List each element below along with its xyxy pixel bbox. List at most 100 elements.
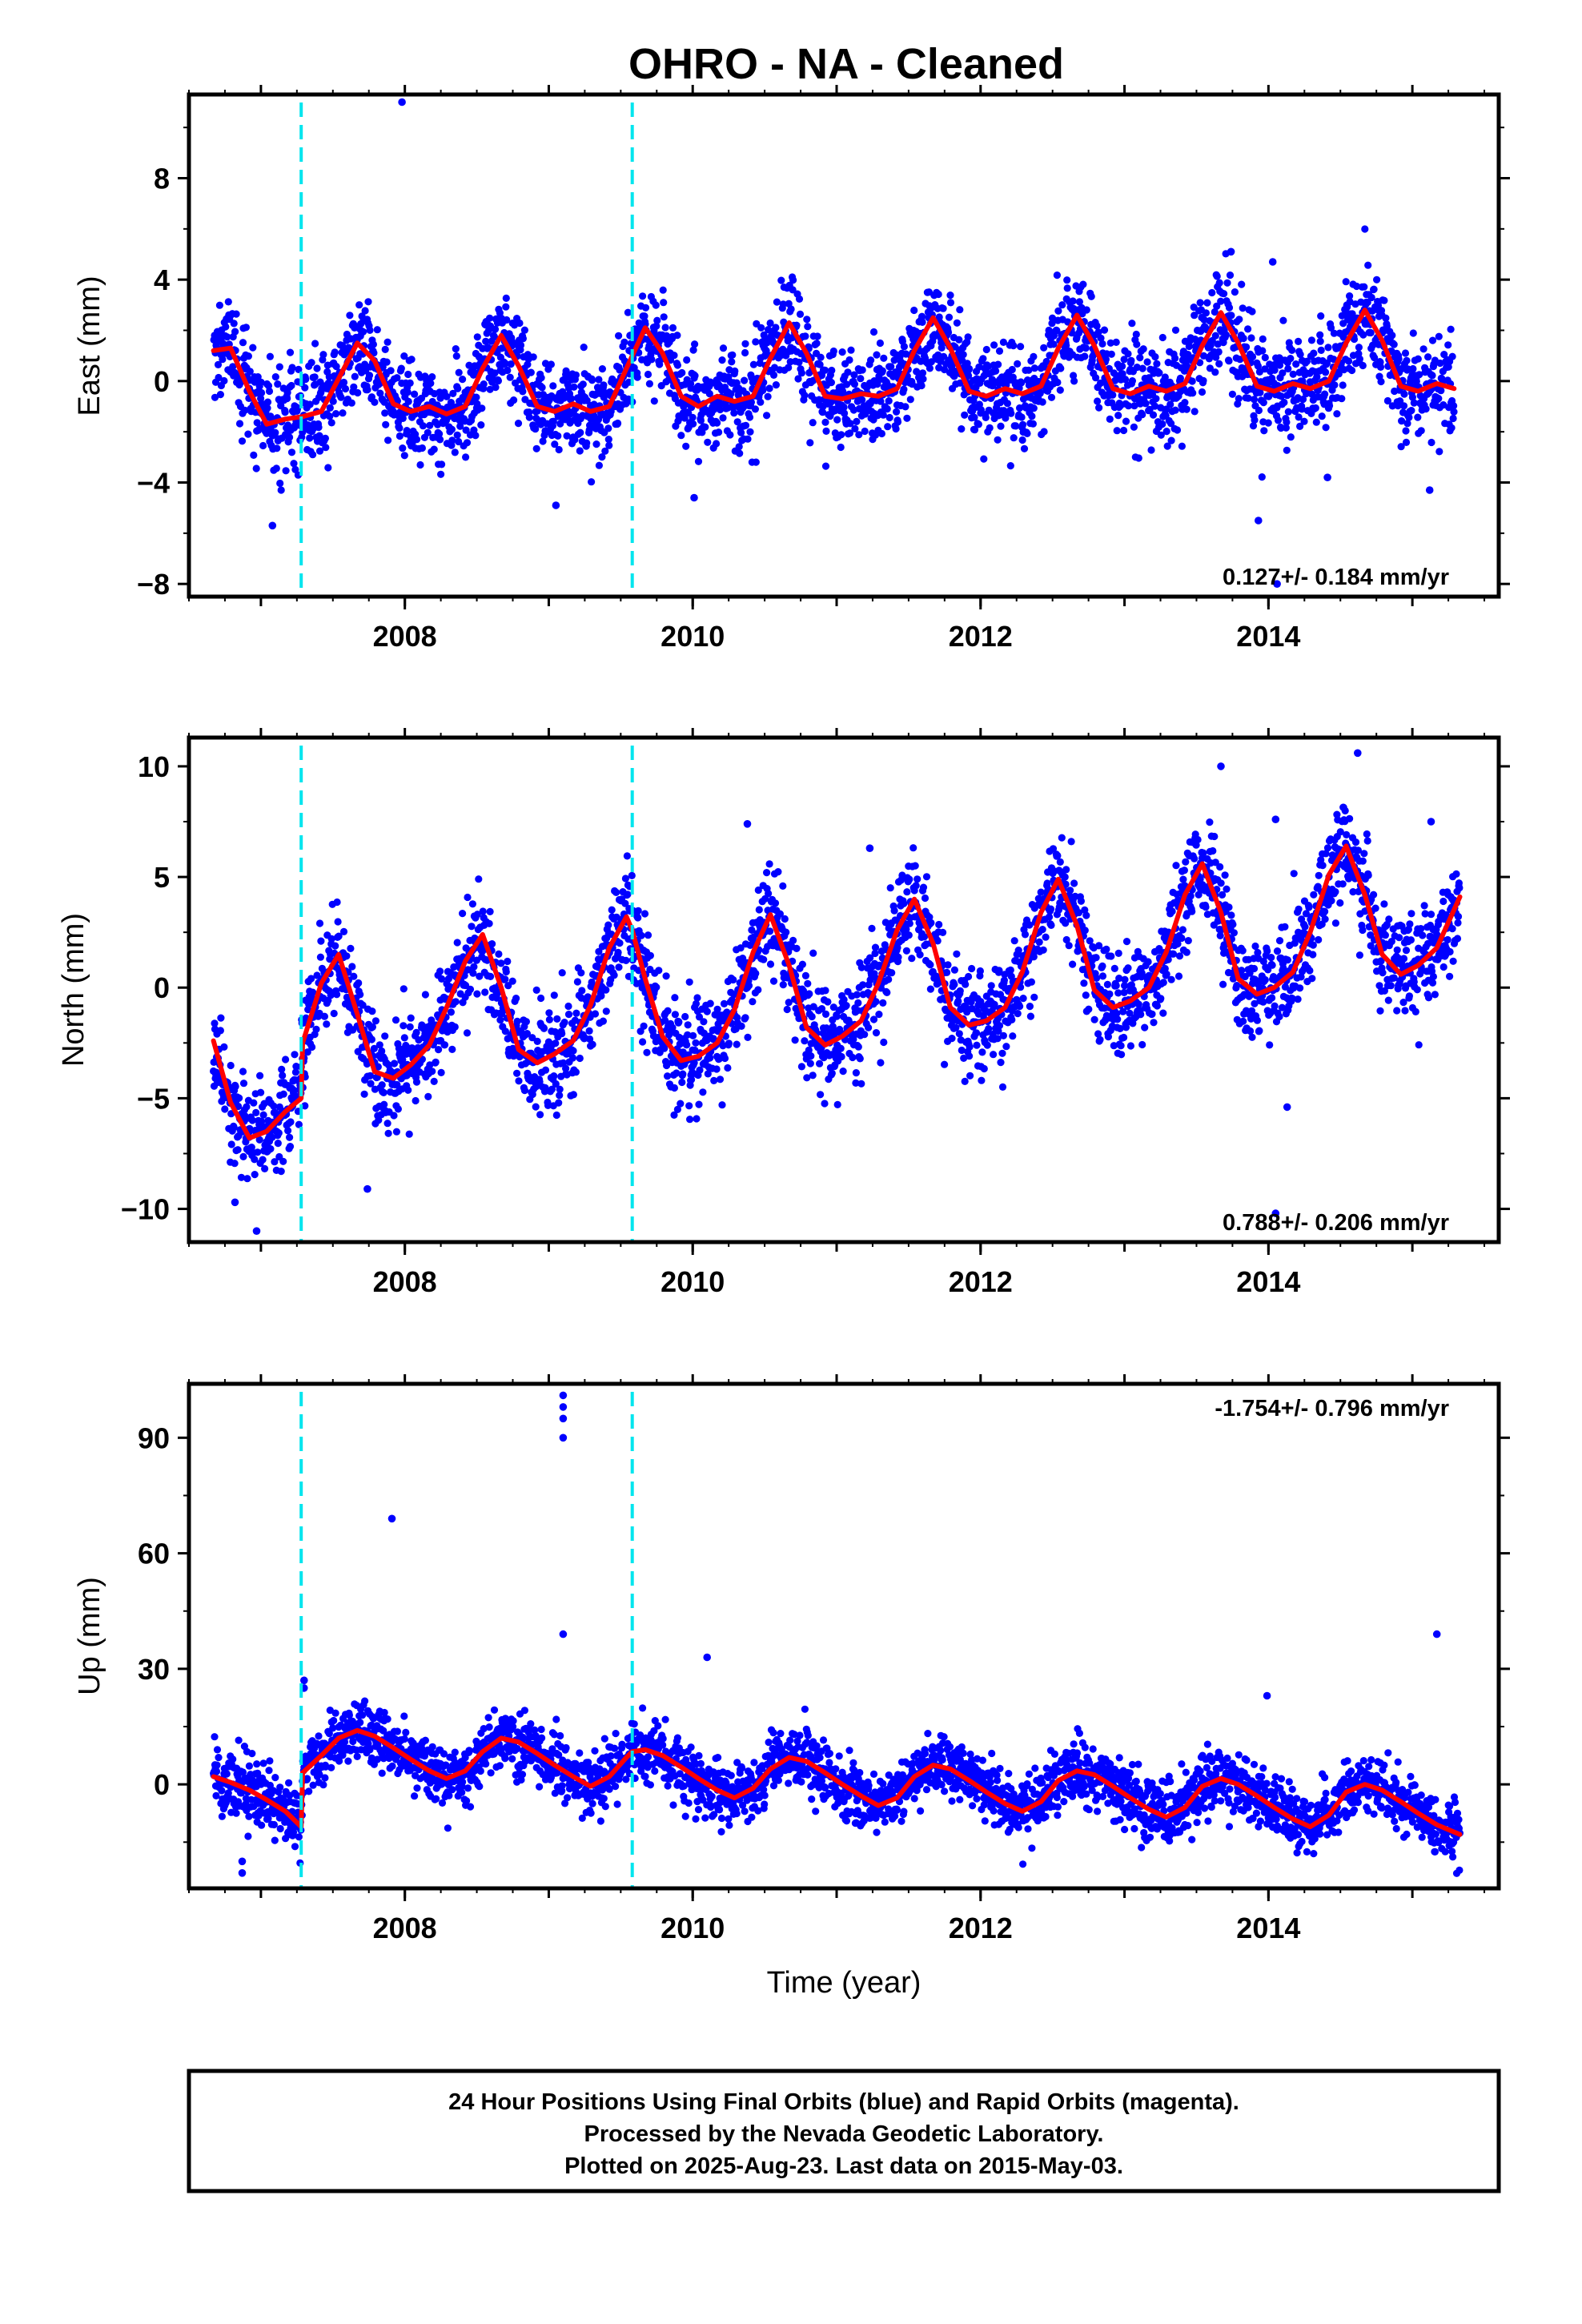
data-point [966,1052,974,1060]
data-point [1361,225,1369,233]
data-point [1261,353,1269,362]
data-point [853,417,861,426]
data-point [1226,271,1235,279]
data-point [621,875,630,883]
data-point [347,944,355,952]
data-point [293,405,301,413]
data-point [437,1068,445,1076]
data-point [1395,355,1403,363]
data-point [737,944,745,952]
data-point [653,316,661,324]
data-point [980,455,988,463]
data-point [779,300,787,308]
figure-title: OHRO - NA - Cleaned [628,40,1064,88]
data-point [412,1028,420,1036]
data-point [436,436,444,444]
data-point [453,939,461,947]
data-point [564,1002,572,1011]
data-point [329,397,337,405]
data-point [909,844,917,852]
data-point [694,457,703,465]
data-point [1199,376,1207,384]
data-point [733,1040,741,1048]
data-point [1102,356,1110,364]
data-point [1259,399,1267,407]
data-point [283,388,291,396]
data-point [253,419,261,427]
data-point [412,1078,421,1086]
data-point [692,1039,700,1047]
data-point [706,1054,714,1062]
data-point [1355,355,1363,363]
data-point [1373,275,1381,283]
data-point [404,370,412,379]
data-point [307,975,315,983]
data-point [1236,356,1244,364]
data-point [816,1059,824,1068]
data-point [1120,426,1128,435]
data-point [995,967,1003,975]
data-point [939,304,947,312]
data-point [477,421,485,429]
data-point [679,1070,687,1078]
data-point [290,1086,298,1094]
data-point [1133,364,1141,372]
data-point [513,1069,521,1077]
data-point [255,1136,263,1144]
data-point [724,1063,732,1072]
data-point [746,428,754,436]
data-point [1405,413,1413,421]
data-point [599,1017,608,1025]
data-point [235,1094,243,1102]
data-point [954,997,962,1005]
data-point [766,927,774,935]
data-point [1248,352,1257,361]
data-point [1264,419,1272,427]
data-point [435,1046,443,1054]
data-point [515,1077,523,1085]
data-point [894,953,902,961]
data-point [1070,377,1078,385]
data-point [287,448,296,456]
data-point [275,1129,283,1137]
data-point [438,975,446,983]
data-point [837,443,845,452]
data-point [641,304,650,312]
data-point [572,1068,580,1076]
data-point [956,987,964,995]
data-point [1300,417,1308,425]
data-point [955,1030,963,1038]
data-point [394,1105,402,1113]
data-point [1069,297,1077,305]
data-point [724,404,733,412]
data-point [1026,921,1034,929]
data-point [244,352,252,360]
data-point [600,381,608,389]
data-point [463,439,472,447]
data-point [333,898,341,907]
data-point [977,406,985,414]
data-point [1321,390,1329,398]
data-point [405,1130,413,1138]
data-point [982,345,990,354]
data-point [803,316,811,324]
data-point [793,944,801,952]
data-point [400,985,408,993]
data-point [520,1087,529,1095]
data-point [532,425,540,433]
data-point [266,352,274,360]
data-point [885,975,893,983]
data-point [400,452,408,460]
data-point [290,460,298,468]
data-point [624,308,632,316]
data-point [1436,359,1444,368]
data-point [1053,271,1061,279]
data-point [857,1080,865,1088]
data-point [235,420,244,428]
data-point [567,395,576,403]
data-point [604,921,612,929]
data-point [726,431,734,439]
data-point [343,952,351,960]
data-point [846,420,854,428]
data-point [664,1072,672,1080]
